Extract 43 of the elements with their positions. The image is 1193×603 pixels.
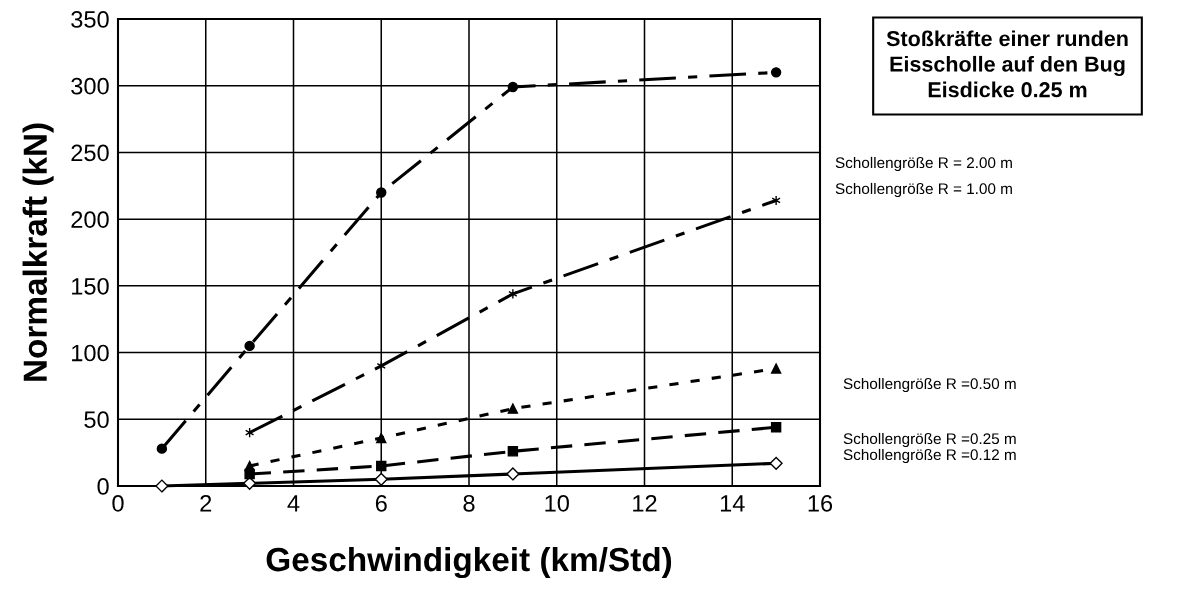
point	[376, 187, 387, 198]
point	[507, 446, 519, 457]
text: Stoßkräfte einer runden Eisscholle auf den Bug Eisdicke 0.25 m	[886, 30, 1128, 98]
point	[508, 288, 518, 300]
point	[376, 432, 387, 444]
y-tick-label: 300	[71, 77, 109, 95]
y-tick-label: 150	[72, 277, 109, 295]
text: Schollengröße R =0.50 m	[843, 377, 1016, 393]
x-tick-label: 10	[545, 494, 569, 512]
point	[376, 460, 387, 472]
x-tick-label: 2	[200, 494, 212, 512]
x-tick-label: 12	[633, 494, 657, 512]
y-tick-label: 200	[71, 211, 109, 228]
x-tick-label: 0	[112, 494, 124, 512]
y-tick-label: 50	[84, 411, 109, 429]
point	[155, 479, 169, 493]
text: Schollengröße R = 1.00 m	[835, 182, 1012, 198]
point	[244, 460, 255, 472]
point	[506, 467, 520, 481]
point	[244, 340, 255, 352]
y-tick-label: 350	[71, 11, 109, 28]
text: Schollengröße R = 2.00 m	[835, 156, 1012, 172]
point	[769, 456, 783, 470]
x-tick-label: 6	[375, 494, 387, 512]
x-tick-label: 14	[720, 495, 745, 512]
y-tick-label: 250	[71, 144, 109, 162]
point	[507, 403, 519, 414]
point	[770, 363, 782, 374]
x-axis-title: Geschwindigkeit (km/Std)	[266, 546, 672, 579]
y-tick-label: 0	[97, 478, 109, 495]
x-tick-label: 4	[287, 495, 300, 512]
point	[374, 472, 388, 486]
point	[770, 67, 782, 78]
y-axis-title: Normalkraft (kN)	[22, 123, 54, 381]
point	[771, 195, 781, 206]
point	[770, 422, 782, 433]
y-tick-label: 100	[72, 344, 109, 362]
point	[156, 443, 168, 454]
text: Schollengröße R =0.25 m	[843, 432, 1016, 448]
x-tick-label: 16	[808, 494, 833, 512]
point	[507, 81, 519, 93]
text: Schollengröße R =0.12 m	[843, 448, 1016, 464]
x-tick-label: 8	[463, 494, 475, 512]
